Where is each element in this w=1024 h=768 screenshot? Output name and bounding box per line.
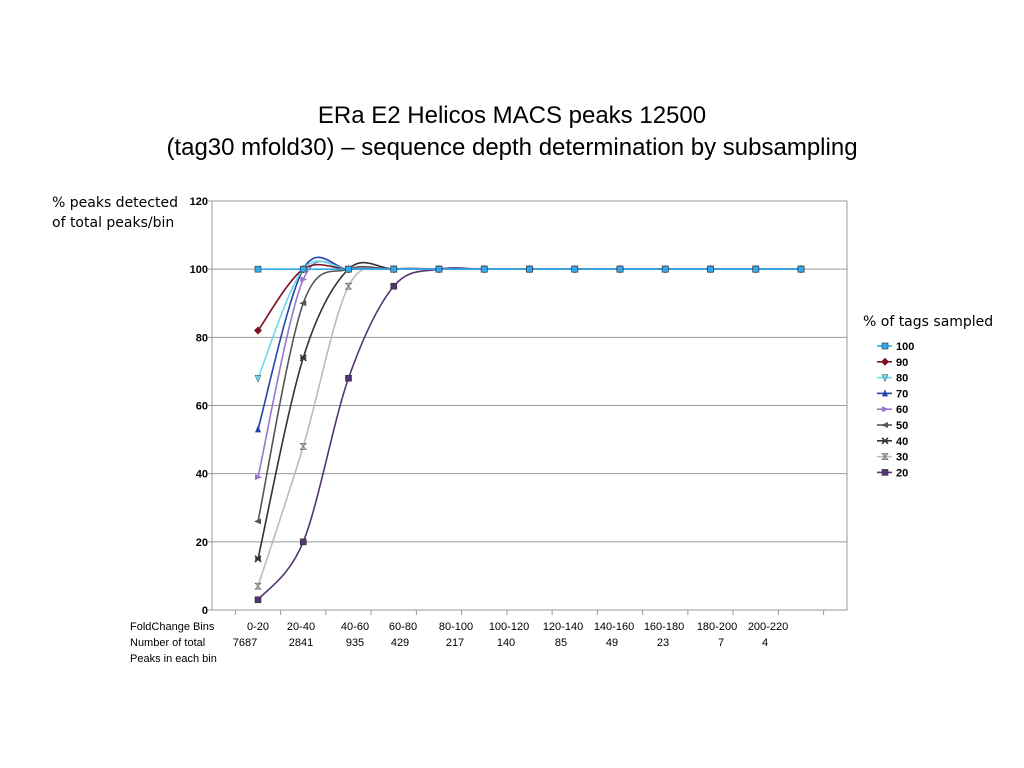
data-point-50 — [254, 518, 261, 525]
legend-marker-50 — [881, 422, 888, 428]
y-tick-label: 40 — [196, 469, 208, 481]
data-point-100 — [752, 265, 760, 273]
chart-title-line1: ERa E2 Helicos MACS peaks 12500 — [317, 102, 707, 129]
data-point-100 — [707, 265, 714, 273]
data-point-100 — [254, 265, 262, 273]
data-point-40 — [299, 354, 307, 362]
data-point-30 — [299, 443, 307, 450]
chart-title: ERa E2 Helicos MACS peaks 12500 (tag30 m… — [0, 100, 1024, 164]
data-point-100 — [526, 265, 533, 273]
legend-label-60: 60 — [896, 404, 908, 416]
data-point-20 — [390, 282, 398, 290]
data-point-100 — [299, 265, 307, 273]
legend-marker-30 — [881, 453, 889, 460]
y-tick-label: 120 — [190, 196, 208, 208]
legend-marker-60 — [882, 406, 889, 413]
legend-title: % of tags sampled — [863, 314, 994, 330]
y-tick-label: 100 — [190, 264, 208, 276]
data-point-60 — [300, 276, 308, 283]
data-point-20 — [345, 374, 352, 382]
data-point-90 — [254, 326, 262, 335]
legend-marker-70 — [882, 389, 888, 397]
data-point-100 — [571, 265, 579, 273]
legend-marker-80 — [881, 374, 889, 383]
y-axis-label-line2: of total peaks/bin — [52, 215, 175, 231]
y-tick-label: 80 — [196, 332, 208, 344]
legend-label-40: 40 — [896, 436, 908, 448]
legend-marker-40 — [881, 437, 889, 445]
data-point-40 — [254, 555, 262, 563]
data-point-100 — [345, 265, 352, 273]
legend-label-70: 70 — [896, 388, 908, 400]
legend-label-30: 30 — [896, 452, 908, 464]
legend-marker-20 — [881, 469, 889, 476]
data-point-100 — [390, 265, 398, 273]
data-point-20 — [254, 596, 262, 604]
data-point-100 — [616, 265, 624, 273]
data-point-100 — [797, 265, 805, 273]
legend-label-20: 20 — [896, 467, 908, 479]
legend-marker-100 — [881, 342, 889, 350]
data-point-30 — [344, 282, 353, 290]
data-point-80 — [254, 374, 262, 383]
legend-label-90: 90 — [896, 357, 908, 369]
legend-label-50: 50 — [896, 420, 908, 432]
y-axis-label: % peaks detected of total peaks/bin — [52, 193, 178, 233]
legend-marker-90 — [881, 357, 889, 366]
data-point-100 — [661, 265, 669, 273]
data-point-60 — [255, 474, 262, 481]
y-axis-label-line1: % peaks detected — [52, 195, 178, 211]
chart-title-line2: (tag30 mfold30) – sequence depth determi… — [166, 134, 858, 161]
data-point-70 — [255, 425, 261, 433]
legend-label-80: 80 — [896, 373, 908, 385]
data-point-100 — [435, 265, 443, 273]
data-point-100 — [480, 265, 488, 273]
data-point-20 — [299, 538, 307, 546]
y-tick-label: 20 — [196, 537, 208, 549]
y-tick-label: 0 — [202, 605, 208, 617]
y-tick-label: 60 — [196, 401, 208, 413]
data-point-30 — [254, 582, 262, 590]
data-point-50 — [299, 300, 307, 307]
legend-label-100: 100 — [896, 341, 914, 353]
